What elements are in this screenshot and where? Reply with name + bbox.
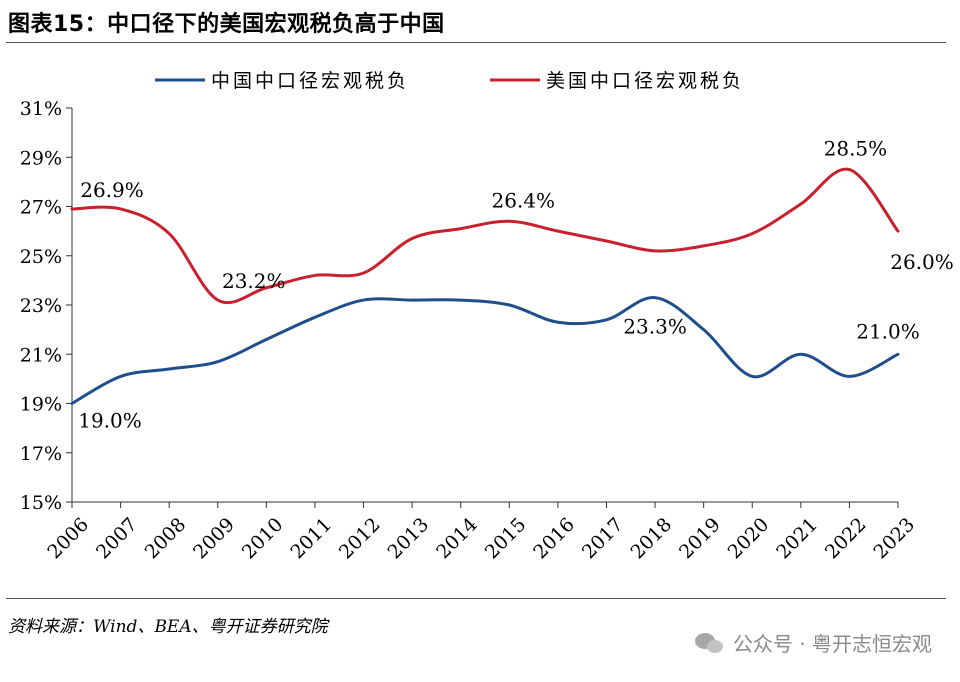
x-tick-label: 2012 [335, 514, 385, 564]
x-tick-label: 2017 [578, 514, 628, 564]
y-tick-label: 25% [20, 246, 62, 268]
series-line-0 [70, 296, 900, 405]
y-tick-label: 27% [20, 197, 62, 219]
x-tick-label: 2018 [626, 514, 676, 564]
data-label: 26.4% [492, 188, 556, 212]
x-tick-label: 2019 [675, 514, 725, 564]
legend-label-0: 中国中口径宏观税负 [211, 70, 409, 92]
bottom-divider [6, 598, 946, 599]
data-label: 21.0% [856, 319, 920, 343]
series-line-1 [70, 167, 900, 305]
data-label: 28.5% [824, 137, 888, 161]
x-tick-label: 2010 [238, 514, 288, 564]
data-label: 26.9% [80, 178, 144, 202]
y-tick-label: 19% [20, 394, 62, 416]
y-tick-label: 31% [20, 98, 62, 120]
source-note: 资料来源：Wind、BEA、粤开证券研究院 [8, 617, 328, 637]
tax-burden-line-chart: 15%17%19%21%23%25%27%29%31%2006200720082… [20, 70, 954, 564]
watermark-text: 公众号 · 粤开志恒宏观 [732, 632, 932, 656]
x-tick-label: 2015 [481, 514, 531, 564]
data-label: 23.3% [623, 315, 687, 339]
x-tick-label: 2009 [189, 514, 239, 564]
y-tick-label: 21% [20, 344, 62, 366]
page-title: 图表15：中口径下的美国宏观税负高于中国 [8, 12, 445, 37]
y-tick-label: 29% [20, 147, 62, 169]
top-divider [6, 42, 946, 43]
y-tick-label: 17% [20, 443, 62, 465]
watermark: 公众号 · 粤开志恒宏观 [694, 628, 932, 657]
wechat-icon [694, 631, 725, 655]
x-tick-label: 2014 [432, 514, 482, 564]
x-tick-label: 2022 [821, 514, 871, 564]
x-tick-label: 2008 [141, 514, 191, 564]
data-label: 19.0% [78, 409, 142, 433]
data-label: 26.0% [890, 250, 954, 274]
x-tick-label: 2011 [286, 514, 336, 564]
y-tick-label: 23% [20, 295, 62, 317]
x-tick-label: 2020 [724, 514, 774, 564]
x-tick-label: 2007 [92, 514, 142, 564]
x-tick-label: 2021 [772, 514, 822, 564]
x-tick-label: 2016 [529, 514, 579, 564]
data-label: 23.2% [222, 269, 286, 293]
x-tick-label: 2006 [43, 514, 93, 564]
x-tick-label: 2013 [384, 514, 434, 564]
y-tick-label: 15% [20, 492, 62, 514]
legend-label-1: 美国中口径宏观税负 [546, 70, 744, 92]
x-tick-label: 2023 [869, 514, 919, 564]
